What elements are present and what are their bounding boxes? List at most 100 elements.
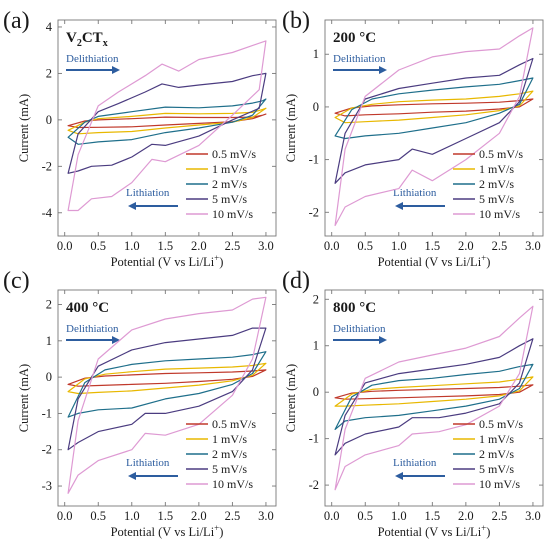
cv-curve-05mVs <box>334 98 534 117</box>
delithiation-label: Delithiation <box>66 53 119 65</box>
legend-label: 2 mV/s <box>479 447 514 461</box>
panel-c: 0.0 0.5 1.0 1.5 2.0 2.5 3.0 -3 -2 -1 0 1 2 Potential … <box>3 268 277 539</box>
legend-label: 10 mV/s <box>479 477 520 491</box>
x-tick-label: 0.5 <box>90 509 106 523</box>
y-tick-label: -2 <box>309 478 319 492</box>
x-tick-label: 2.5 <box>225 509 241 523</box>
x-tick-label: 3.0 <box>525 239 541 253</box>
y-axis-label: Current (mA) <box>284 364 298 432</box>
legend-label: 10 mV/s <box>479 207 520 221</box>
panel-b: 0.0 0.5 1.0 1.5 2.0 2.5 3.0 -2 -1 0 1 Potential (V … <box>282 8 544 269</box>
lithiation-arrowhead <box>395 472 403 480</box>
y-tick-label: 1 <box>313 47 319 61</box>
lithiation-arrowhead <box>128 202 136 210</box>
panel-d: 0.0 0.5 1.0 1.5 2.0 2.5 3.0 -2 -1 0 1 2 Potential (V… <box>282 268 544 539</box>
x-tick-label: 2.0 <box>191 509 207 523</box>
legend-label: 5 mV/s <box>479 462 514 476</box>
x-tick-label: 2.5 <box>492 509 508 523</box>
delithiation-label: Delithiation <box>66 323 119 335</box>
cv-curve-2mVs <box>334 363 534 430</box>
legend-label: 2 mV/s <box>212 447 247 461</box>
legend-label: 10 mV/s <box>212 477 253 491</box>
legend-label: 1 mV/s <box>479 432 514 446</box>
panel-title: 800 °C <box>333 300 376 316</box>
x-tick-label: 2.0 <box>191 239 207 253</box>
cv-curve-05mVs <box>67 113 267 129</box>
x-tick-label: 1.5 <box>425 239 441 253</box>
cv-curve-10mVs <box>334 305 534 491</box>
x-tick-label: 1.5 <box>425 509 441 523</box>
delithiation-arrowhead <box>379 336 387 344</box>
legend-label: 0.5 mV/s <box>212 147 256 161</box>
x-tick-label: 0.5 <box>357 239 373 253</box>
cv-curve-5mVs <box>334 338 534 456</box>
y-tick-label: 1 <box>46 334 52 348</box>
cv-curve-10mVs <box>67 296 267 494</box>
x-tick-label: 1.5 <box>158 509 174 523</box>
lithiation-label: Lithiation <box>126 457 170 469</box>
cv-curve-05mVs <box>334 384 534 400</box>
x-tick-label: 2.0 <box>458 239 474 253</box>
y-tick-label: 0 <box>46 113 52 127</box>
x-tick-label: 3.0 <box>525 509 541 523</box>
y-tick-label: 2 <box>313 292 319 306</box>
x-tick-label: 0.0 <box>57 509 73 523</box>
x-tick-label: 2.5 <box>492 239 508 253</box>
cv-curve-1mVs <box>334 376 534 407</box>
legend-label: 5 mV/s <box>479 192 514 206</box>
panel-label: (a) <box>3 8 30 34</box>
cv-curve-5mVs <box>67 72 267 174</box>
y-tick-label: -4 <box>42 206 53 220</box>
plot-frame <box>57 289 277 507</box>
legend-label: 0.5 mV/s <box>212 417 256 431</box>
legend-label: 5 mV/s <box>212 462 247 476</box>
panel-title: 400 °C <box>66 300 109 316</box>
delithiation-label: Delithiation <box>333 53 386 65</box>
x-axis-label: Potential (V vs Li/Li+) <box>111 523 224 539</box>
legend-label: 1 mV/s <box>212 162 247 176</box>
cv-curve-2mVs <box>67 351 267 418</box>
cv-curve-10mVs <box>67 40 267 212</box>
x-tick-label: 0.0 <box>57 239 73 253</box>
y-tick-label: -3 <box>42 479 52 493</box>
legend-label: 2 mV/s <box>212 177 247 191</box>
cv-curve-1mVs <box>67 362 267 395</box>
lithiation-label: Lithiation <box>393 187 437 199</box>
y-tick-label: -1 <box>309 153 319 167</box>
lithiation-label: Lithiation <box>126 187 170 199</box>
y-tick-label: -1 <box>42 406 52 420</box>
y-tick-label: -2 <box>42 159 52 173</box>
cv-curve-05mVs <box>67 369 267 387</box>
delithiation-arrowhead <box>379 66 387 74</box>
delithiation-arrowhead <box>112 336 120 344</box>
panel-label: (b) <box>282 8 310 34</box>
legend-label: 1 mV/s <box>479 162 514 176</box>
x-tick-label: 1.0 <box>391 239 407 253</box>
cv-curve-10mVs <box>334 27 534 227</box>
x-axis-label: Potential (V vs Li/Li+) <box>378 523 491 539</box>
legend-label: 1 mV/s <box>212 432 247 446</box>
plot-frame <box>324 19 544 237</box>
cv-curve-1mVs <box>334 90 534 124</box>
y-axis-label: Current (mA) <box>17 94 31 162</box>
cv-curve-1mVs <box>67 107 267 135</box>
y-tick-label: 0 <box>313 385 319 399</box>
panel-title: 200 °C <box>333 30 376 46</box>
x-tick-label: 0.5 <box>90 239 106 253</box>
lithiation-label: Lithiation <box>393 457 437 469</box>
cv-curve-5mVs <box>67 327 267 451</box>
delithiation-arrowhead <box>112 66 120 74</box>
y-tick-label: 2 <box>46 298 52 312</box>
y-tick-label: 4 <box>46 20 53 34</box>
x-tick-label: 3.0 <box>258 509 274 523</box>
delithiation-label: Delithiation <box>333 323 386 335</box>
x-axis-label: Potential (V vs Li/Li+) <box>378 253 491 269</box>
x-tick-label: 2.5 <box>225 239 241 253</box>
x-tick-label: 2.0 <box>458 509 474 523</box>
x-tick-label: 3.0 <box>258 239 274 253</box>
cv-curve-2mVs <box>67 98 267 145</box>
y-tick-label: -2 <box>309 205 319 219</box>
panel-label: (c) <box>3 268 30 294</box>
x-tick-label: 1.0 <box>391 509 407 523</box>
